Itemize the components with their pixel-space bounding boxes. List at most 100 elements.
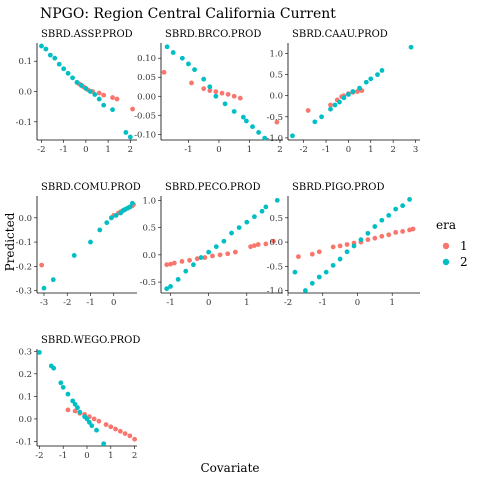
y-tick-label: -0.1: [16, 118, 32, 128]
data-point-era-2: [368, 76, 374, 82]
data-point-era-1: [344, 242, 350, 247]
data-point-era-2: [236, 225, 242, 231]
data-point-era-1: [231, 93, 237, 99]
x-tick-label: 0: [84, 451, 89, 461]
data-point-era-2: [83, 86, 89, 91]
data-point-era-2: [332, 102, 338, 108]
data-point-era-2: [250, 124, 255, 130]
x-tick-label: -1: [60, 145, 68, 155]
x-tick-label: 1: [105, 145, 110, 155]
data-point-era-2: [363, 79, 369, 85]
data-point-era-2: [110, 107, 115, 113]
data-point-era-2: [341, 95, 347, 101]
y-tick-label: 0.0: [269, 92, 283, 102]
data-point-era-2: [302, 288, 308, 293]
x-tick-label: 1: [247, 145, 252, 155]
data-point-era-1: [96, 418, 102, 424]
x-tick-label: -1: [322, 145, 330, 155]
data-point-era-2: [337, 99, 342, 105]
x-tick-label: 0: [216, 145, 221, 155]
data-point-era-2: [346, 92, 351, 97]
y-tick-label: 0.0: [269, 238, 283, 248]
y-tick-label: -0.1: [16, 437, 32, 447]
data-point-era-2: [379, 68, 385, 73]
data-point-era-2: [393, 206, 399, 212]
data-point-era-2: [51, 365, 57, 371]
y-tick-label: 0.0: [18, 214, 32, 224]
data-point-era-2: [274, 197, 280, 203]
data-point-era-2: [344, 249, 350, 255]
data-point-era-2: [229, 230, 234, 236]
x-tick-label: 1: [244, 298, 249, 308]
data-point-era-2: [198, 255, 204, 260]
data-point-era-2: [127, 134, 133, 140]
y-tick-label: -0.3: [16, 287, 32, 297]
data-point-era-1: [187, 257, 192, 263]
data-point-era-2: [92, 92, 98, 97]
legend: era 1 2: [436, 218, 468, 269]
data-point-era-2: [222, 101, 228, 107]
legend-label-era-1: 1: [460, 239, 468, 253]
y-tick-label: 0.0: [18, 88, 32, 98]
y-tick-label: 0.5: [269, 214, 283, 224]
data-point-era-2: [129, 200, 135, 206]
data-point-era-2: [65, 391, 71, 397]
data-point-era-2: [113, 213, 119, 218]
x-tick-label: 0: [111, 298, 116, 308]
data-point-era-1: [39, 262, 45, 268]
data-point-era-1: [328, 102, 333, 108]
data-point-era-1: [248, 244, 253, 250]
y-tick-label: 0.05: [137, 73, 156, 83]
data-point-era-2: [52, 55, 58, 61]
data-point-era-2: [127, 204, 133, 210]
y-tick-label: -0.5: [267, 113, 283, 123]
data-point-era-2: [221, 238, 227, 244]
data-point-era-1: [171, 260, 177, 266]
data-point-era-1: [296, 254, 301, 260]
x-tick-label: -2: [37, 145, 45, 155]
data-point-era-1: [101, 92, 107, 98]
data-point-era-2: [240, 114, 246, 120]
data-point-era-2: [88, 239, 93, 245]
data-point-era-1: [274, 119, 280, 125]
data-point-era-2: [186, 61, 191, 67]
data-point-era-1: [213, 89, 219, 95]
data-point-era-1: [202, 255, 208, 260]
data-point-era-2: [58, 380, 64, 386]
x-tick-label: -2: [284, 298, 292, 308]
data-point-era-2: [104, 220, 110, 226]
data-point-era-2: [86, 419, 92, 425]
y-tick-label: -0.05: [134, 111, 156, 121]
data-point-era-1: [354, 89, 360, 94]
data-point-era-1: [219, 90, 225, 96]
data-point-era-2: [191, 262, 196, 268]
y-tick-label: 0.0: [142, 251, 156, 261]
data-point-era-1: [168, 261, 173, 267]
data-point-era-2: [192, 67, 197, 73]
x-tick-label: -1: [166, 298, 174, 308]
x-tick-label: 2: [128, 145, 133, 155]
data-point-era-2: [407, 196, 412, 202]
data-point-era-2: [386, 213, 392, 218]
data-point-era-2: [365, 230, 371, 236]
y-tick-label: 0.1: [18, 392, 32, 402]
data-point-era-2: [61, 66, 67, 72]
data-point-era-2: [179, 55, 185, 61]
x-tick-label: 2: [132, 451, 137, 461]
facet-panel: SBRD.COMU.PROD -3 -2 -1 0 0.0 -0.1 -0.2 -0.3: [16, 182, 141, 308]
data-point-era-2: [207, 84, 213, 90]
y-tick-label: -1.0: [267, 287, 283, 297]
data-point-era-2: [309, 280, 315, 286]
x-tick-label: -2: [35, 451, 43, 461]
data-point-era-2: [408, 44, 414, 50]
data-point-era-2: [43, 46, 49, 52]
data-point-era-2: [231, 109, 237, 114]
data-point-era-2: [123, 130, 129, 135]
facet-title: SBRD.PECO.PROD: [165, 182, 261, 193]
data-point-era-1: [372, 235, 378, 241]
data-point-era-2: [72, 401, 78, 407]
y-tick-label: -0.5: [140, 278, 156, 288]
facet-title: SBRD.BRCO.PROD: [165, 29, 261, 40]
x-tick-label: 2: [390, 145, 395, 155]
legend-marker-era-2: [442, 258, 450, 266]
